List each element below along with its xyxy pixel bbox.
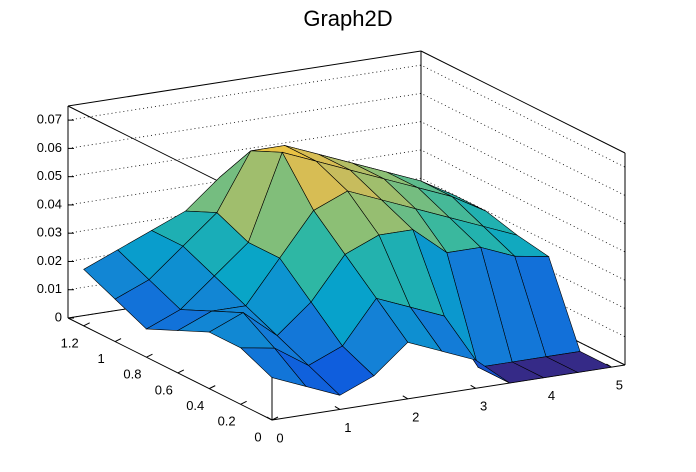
y-tick-label: 0.2	[218, 414, 236, 429]
z-tick-label: 0.07	[37, 112, 62, 127]
z-tick-label: 0.01	[37, 281, 62, 296]
y-tick	[209, 385, 216, 390]
y-tick	[114, 338, 122, 342]
y-tick	[146, 353, 153, 358]
x-tick	[470, 384, 476, 389]
x-tick	[334, 405, 341, 410]
chart-title: Graph2D	[303, 6, 392, 31]
x-tick	[266, 416, 273, 421]
y-tick-label: 1.2	[61, 335, 79, 350]
y-tick-label: 0.8	[123, 367, 141, 382]
z-tick-label: 0.03	[37, 225, 62, 240]
z-tick-label: 0.02	[37, 253, 62, 268]
box-edge	[420, 50, 626, 154]
y-tick	[177, 369, 185, 374]
z-tick-label: 0.05	[37, 168, 62, 183]
y-tick-label: 0	[254, 429, 261, 444]
z-tick-label: 0	[55, 309, 62, 324]
y-tick-label: 0.6	[155, 382, 173, 397]
y-tick	[271, 416, 279, 421]
x-tick-label: 0	[276, 430, 283, 445]
x-tick-label: 5	[616, 378, 623, 393]
x-tick-label: 4	[548, 388, 555, 403]
box-edge	[67, 317, 273, 421]
grid-line	[67, 64, 626, 168]
surface-cell	[239, 347, 307, 387]
x-tick-label: 1	[344, 420, 351, 435]
x-tick-label: 2	[412, 409, 419, 424]
y-tick	[83, 322, 90, 327]
y-tick-label: 1	[97, 351, 104, 366]
box-edge	[67, 50, 422, 107]
x-tick	[402, 395, 409, 400]
x-tick-label: 3	[480, 399, 487, 414]
z-tick-label: 0.04	[37, 196, 62, 211]
y-tick	[240, 400, 247, 405]
z-tick-label: 0.06	[37, 140, 62, 155]
y-tick-label: 0.4	[186, 398, 204, 413]
